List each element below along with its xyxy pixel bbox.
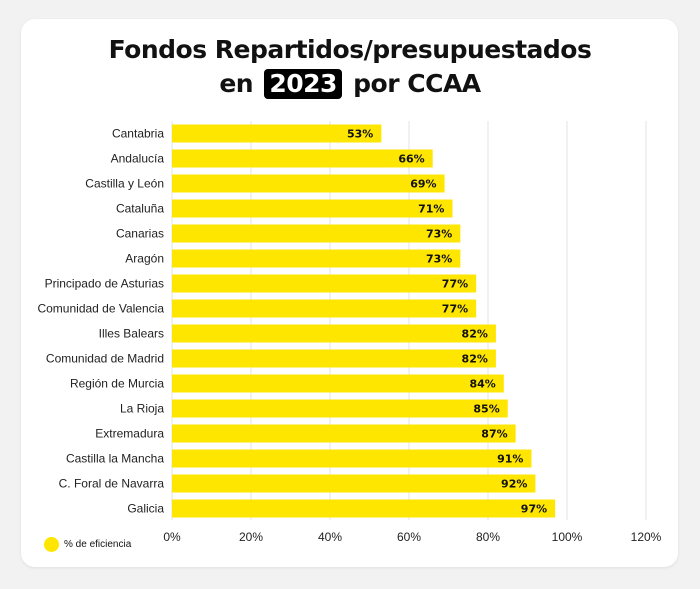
category-label: La Rioja <box>120 402 164 416</box>
bar <box>172 274 477 293</box>
bar <box>172 224 461 243</box>
category-label: Andalucía <box>111 152 165 166</box>
data-label: 53% <box>347 128 373 141</box>
category-label: Cataluña <box>116 202 164 216</box>
bar <box>172 449 532 468</box>
bar <box>172 174 445 193</box>
data-label: 73% <box>426 228 452 241</box>
category-label: Castilla y León <box>85 177 164 191</box>
category-label: Cantabria <box>112 127 164 141</box>
bar <box>172 499 556 518</box>
x-tick-label: 20% <box>239 530 263 544</box>
data-label: 87% <box>481 428 507 441</box>
bar <box>172 124 382 143</box>
bar <box>172 374 504 393</box>
title-line-1: Fondos Repartidos/presupuestados <box>108 35 592 64</box>
x-tick-label: 80% <box>476 530 500 544</box>
data-label: 92% <box>501 478 527 491</box>
chart-title: Fondos Repartidos/presupuestados en 2023… <box>0 33 700 101</box>
bar <box>172 199 453 218</box>
x-tick-label: 120% <box>631 530 662 544</box>
category-label: Extremadura <box>95 427 164 441</box>
x-tick-label: 40% <box>318 530 342 544</box>
data-label: 77% <box>442 278 468 291</box>
data-label: 97% <box>521 503 547 516</box>
category-labels: Cantabria Andalucía Castilla y León Cataluñ… <box>37 127 164 516</box>
data-label: 73% <box>426 253 452 266</box>
category-label: Comunidad de Valencia <box>37 302 164 316</box>
category-label: Canarias <box>116 227 164 241</box>
bar <box>172 149 433 168</box>
bar <box>172 299 477 318</box>
category-label: C. Foral de Navarra <box>59 477 165 491</box>
bar <box>172 399 508 418</box>
data-label: 82% <box>462 353 488 366</box>
category-label: Aragón <box>125 252 164 266</box>
x-tick-label: 100% <box>552 530 583 544</box>
data-label: 84% <box>469 378 495 391</box>
bar <box>172 424 516 443</box>
bar <box>172 249 461 268</box>
bar <box>172 324 496 343</box>
x-tick-label: 60% <box>397 530 421 544</box>
data-label: 91% <box>497 453 523 466</box>
category-label: Illes Balears <box>99 327 164 341</box>
title-en: en <box>219 69 254 98</box>
data-label: 71% <box>418 203 444 216</box>
legend-label: % de eficiencia <box>64 539 132 550</box>
category-label: Región de Murcia <box>70 377 164 391</box>
legend-swatch <box>44 537 59 552</box>
data-label: 85% <box>473 403 499 416</box>
title-line-2: en 2023 por CCAA <box>0 67 700 101</box>
category-label: Comunidad de Madrid <box>46 352 164 366</box>
data-label: 69% <box>410 178 436 191</box>
data-label: 82% <box>462 328 488 341</box>
title-year-badge: 2023 <box>264 69 342 99</box>
data-label: 66% <box>398 153 424 166</box>
category-label: Principado de Asturias <box>45 277 164 291</box>
legend: % de eficiencia <box>44 537 131 552</box>
title-ccaa: por CCAA <box>353 69 481 98</box>
category-label: Castilla la Mancha <box>66 452 164 466</box>
bar <box>172 349 496 368</box>
x-tick-label: 0% <box>163 530 181 544</box>
bars: 53% 66% 69% 71% 73% 73% 77% 77% 82% 82% 84% 85% 87% 9… <box>172 124 556 518</box>
category-label: Galicia <box>127 502 164 516</box>
x-axis-ticks: 0% 20% 40% 60% 80% 100% 120% <box>163 530 661 544</box>
data-label: 77% <box>442 303 468 316</box>
bar <box>172 474 536 493</box>
